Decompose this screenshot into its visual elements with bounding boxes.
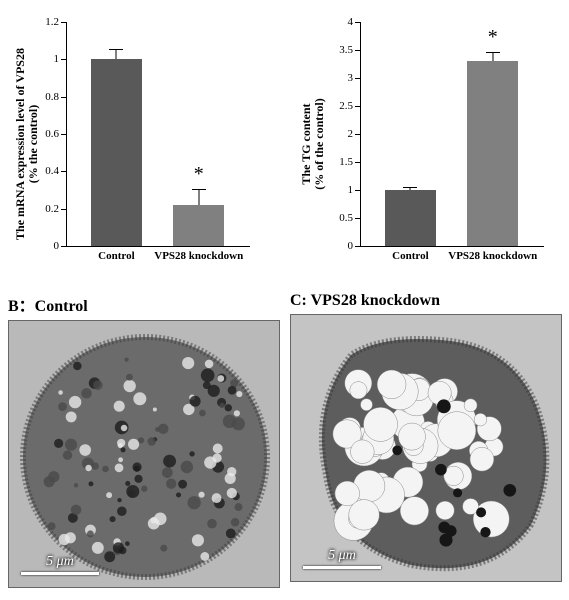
error-cap [486,52,500,53]
y-tick-label: 0 [348,240,362,252]
y-tick-label: 1 [348,184,362,196]
error-cap [192,189,206,190]
chart-d: The TG content (% of the control) 00.511… [302,4,552,284]
chart-a-y-title-l2: (% the control) [26,105,40,183]
significance-star: * [488,26,498,49]
micrograph-c-svg [291,315,562,582]
significance-star: * [194,163,204,186]
y-tick-label: 3 [348,72,362,84]
y-tick-label: 0.8 [45,91,67,103]
y-tick-label: 1.5 [339,156,361,168]
chart-d-y-title-l2: (% of the control) [312,98,326,189]
micrograph-b: 5 μm [8,320,280,588]
y-tick-label: 0.2 [45,203,67,215]
bar [173,205,224,246]
error-cap [109,49,123,50]
scale-bar-b: 5 μm [21,554,99,575]
scale-text-b: 5 μm [46,554,74,570]
y-tick-label: 0 [54,240,68,252]
panel-d: D The TG content (% of the control) 00.5… [302,4,552,284]
y-tick-label: 0.6 [45,128,67,140]
panel-b-label: B：Control [8,292,280,316]
error-bar [492,53,493,61]
chart-d-y-title-l1: The TG content [299,103,313,184]
x-label: VPS28 knockdown [154,246,243,262]
y-tick-label: 2.5 [339,100,361,112]
chart-a-y-title-l1: The mRNA expression level of VPS28 [13,48,27,240]
error-bar [116,50,117,59]
x-label: Control [392,246,428,262]
scale-bar-c: 5 μm [303,548,381,569]
y-tick-label: 4 [348,16,362,28]
y-tick-label: 0.5 [339,212,361,224]
error-cap [403,187,417,188]
y-tick-label: 0.4 [45,165,67,177]
micrograph-c: 5 μm [290,314,562,582]
micrograph-b-svg [9,321,280,588]
scale-line-b [21,572,99,575]
chart-a-plot: 00.20.40.60.811.2ControlVPS28 knockdown* [66,22,250,247]
scale-text-c: 5 μm [328,548,356,564]
panel-b: B：Control 5 μm [8,292,280,588]
y-tick-label: 1.2 [45,16,67,28]
error-bar [198,190,199,205]
chart-a: The mRNA expression level of VPS28 (% th… [8,4,258,284]
panel-c-label: C: VPS28 knockdown [290,292,562,310]
panel-c: C: VPS28 knockdown 5 μm [290,292,562,582]
bar [467,61,518,246]
bar [385,190,436,246]
bar [91,59,142,246]
chart-d-plot: 00.511.522.533.54ControlVPS28 knockdown* [360,22,544,247]
panel-a: A The mRNA expression level of VPS28 (% … [8,4,258,284]
x-label: VPS28 knockdown [448,246,537,262]
x-label: Control [98,246,134,262]
scale-line-c [303,566,381,569]
y-tick-label: 3.5 [339,44,361,56]
chart-a-y-title: The mRNA expression level of VPS28 (% th… [14,48,40,240]
error-bar [410,188,411,190]
y-tick-label: 2 [348,128,362,140]
chart-d-y-title: The TG content (% of the control) [300,98,326,189]
y-tick-label: 1 [54,53,68,65]
